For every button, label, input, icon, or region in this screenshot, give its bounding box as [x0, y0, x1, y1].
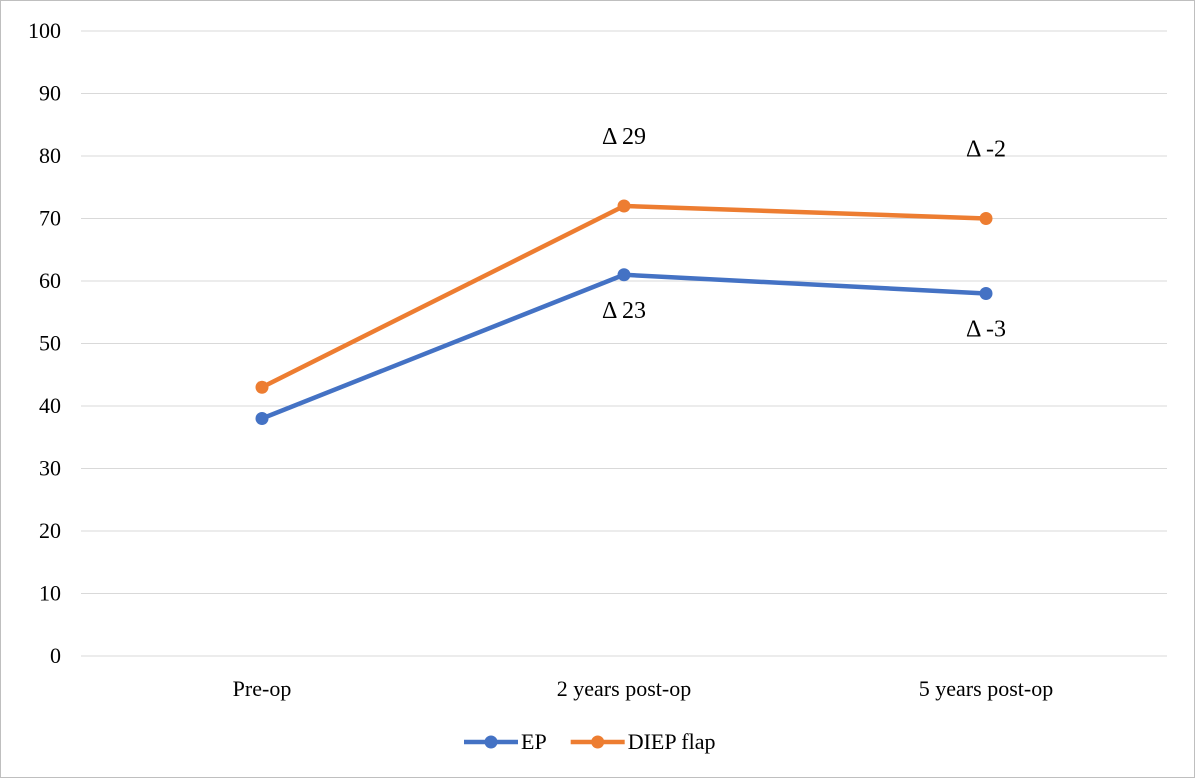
y-tick-label: 50 [39, 331, 61, 356]
series-line [259, 272, 989, 421]
data-point [255, 412, 269, 425]
delta-annotation: Δ -3 [966, 317, 1006, 343]
x-tick-label: 2 years post-op [557, 676, 691, 701]
series-lines [255, 199, 993, 425]
legend-item: DIEP flap [570, 729, 716, 754]
data-point [255, 380, 269, 394]
series-line [259, 203, 989, 390]
legend: EP DIEP flap [464, 729, 715, 754]
y-tick-label: 20 [39, 518, 61, 543]
legend-marker [591, 735, 605, 749]
delta-annotation: Δ 23 [602, 298, 646, 324]
data-point [617, 268, 631, 282]
y-tick-label: 30 [39, 456, 61, 481]
annotations: Δ 29 Δ -2 Δ 23 Δ -3 [602, 124, 1006, 343]
y-tick-label: 90 [39, 81, 61, 106]
x-tick-label: 5 years post-op [919, 676, 1053, 701]
y-axis-labels: 0 10 20 30 40 50 60 70 80 90 100 [28, 18, 61, 668]
legend-marker [484, 735, 498, 749]
x-axis-labels: Pre-op 2 years post-op 5 years post-op [233, 676, 1054, 701]
delta-annotation: Δ 29 [602, 124, 646, 150]
y-tick-label: 10 [39, 581, 61, 606]
legend-label: EP [521, 729, 547, 754]
series-group [255, 199, 993, 394]
gridlines [81, 30, 1167, 657]
y-tick-label: 80 [39, 143, 61, 168]
y-tick-label: 70 [39, 206, 61, 231]
legend-item: EP [464, 729, 547, 754]
legend-label: DIEP flap [628, 729, 716, 754]
series-group [255, 268, 993, 425]
data-point [979, 287, 993, 300]
data-point [617, 199, 631, 213]
y-tick-label: 40 [39, 393, 61, 418]
delta-annotation: Δ -2 [966, 137, 1006, 163]
y-tick-label: 60 [39, 268, 61, 293]
y-tick-label: 100 [28, 18, 61, 43]
y-tick-label: 0 [50, 643, 61, 668]
x-tick-label: Pre-op [233, 676, 292, 701]
data-point [979, 212, 993, 225]
